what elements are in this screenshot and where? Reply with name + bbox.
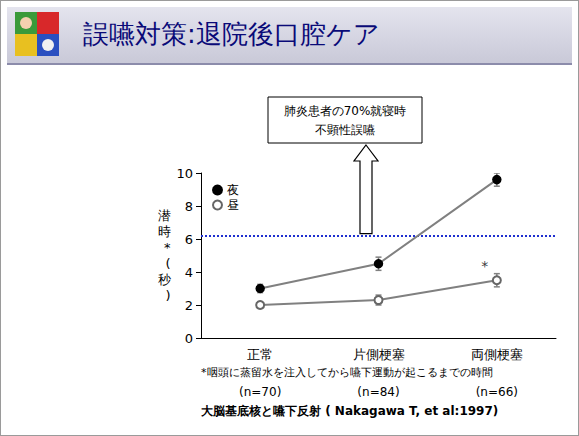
html-text:誤嚥対策:退院後口腔ケア: 誤嚥対策:退院後口腔ケア [83, 19, 380, 49]
svg-text:(: ( [165, 256, 170, 271]
svg-text:(n=70): (n=70) [239, 385, 281, 399]
svg-text:6: 6 [185, 232, 193, 247]
svg-text:肺炎患者の70%就寝時: 肺炎患者の70%就寝時 [284, 104, 407, 118]
svg-text:4: 4 [185, 265, 193, 280]
svg-text:(n=66): (n=66) [476, 385, 518, 399]
svg-text:潜: 潜 [158, 208, 171, 223]
svg-text:0: 0 [185, 331, 193, 346]
svg-text:秒: 秒 [158, 272, 171, 287]
svg-text:2: 2 [185, 298, 193, 313]
svg-text:片側梗塞: 片側梗塞 [353, 347, 405, 362]
svg-text:*: * [164, 240, 171, 255]
svg-text:8: 8 [185, 199, 193, 214]
svg-text:大脳基底核と嚥下反射 ( Nakagawa T, et al: 大脳基底核と嚥下反射 ( Nakagawa T, et al:1997) [201, 404, 498, 418]
svg-text:*咽頭に蒸留水を注入してから嚥下運動が起こるまでの時間: *咽頭に蒸留水を注入してから嚥下運動が起こるまでの時間 [201, 366, 493, 379]
svg-text:昼: 昼 [227, 198, 239, 212]
svg-text:夜: 夜 [227, 183, 239, 197]
svg-text:(n=84): (n=84) [357, 385, 399, 399]
svg-text:*: * [481, 258, 488, 274]
svg-text:時: 時 [158, 224, 171, 239]
svg-text:10: 10 [176, 166, 193, 181]
svg-text:): ) [165, 288, 170, 303]
svg-text:両側梗塞: 両側梗塞 [471, 347, 523, 362]
svg-text:正常: 正常 [247, 347, 273, 362]
svg-text:不顕性誤嚥: 不顕性誤嚥 [315, 123, 375, 137]
